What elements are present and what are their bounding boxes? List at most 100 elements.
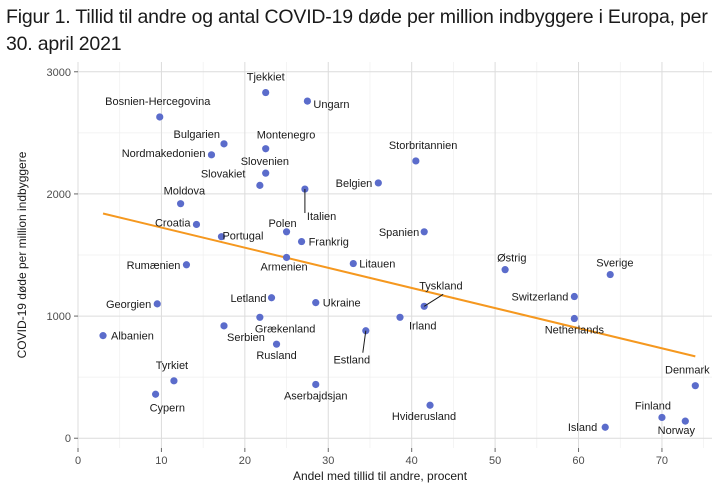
point-label-island: Island <box>568 422 597 434</box>
point-label-ukraine: Ukraine <box>323 298 361 310</box>
point-netherlands <box>570 314 578 323</box>
point-aserbajdsjan <box>312 380 320 389</box>
point-label-serbien: Serbien <box>227 332 265 344</box>
point-label-bulgarien: Bulgarien <box>174 129 220 141</box>
y-tick-label: 1000 <box>47 311 71 323</box>
point-label-sverige: Sverige <box>596 258 633 270</box>
point-bulgarien <box>220 140 228 148</box>
point-label-tjekkiet: Tjekkiet <box>247 72 285 84</box>
point-label-armenien: Armenien <box>261 261 308 273</box>
point-label-polen: Polen <box>268 218 296 230</box>
x-tick-label: 60 <box>572 455 584 467</box>
y-axis-title: COVID-19 døde per million indbyggere <box>15 151 29 358</box>
point-label-cypern: Cypern <box>150 402 185 414</box>
point-label-montenegro: Montenegro <box>257 130 316 142</box>
y-tick-label: 0 <box>65 433 71 445</box>
point-label-belgien: Belgien <box>336 178 373 190</box>
point-georgien <box>153 300 161 308</box>
point-nordmakedonien <box>207 151 216 159</box>
point-label-spanien: Spanien <box>379 227 419 239</box>
point-denmark <box>691 382 699 390</box>
point-label-albanien: Albanien <box>111 331 154 343</box>
point-belgien <box>374 179 382 187</box>
point-label-denmark: Denmark <box>665 365 710 377</box>
point-litauen <box>349 259 357 268</box>
x-tick-label: 50 <box>489 455 501 467</box>
x-tick-label: 40 <box>406 455 418 467</box>
point-armenien <box>282 253 291 262</box>
point-sverige <box>606 270 614 279</box>
point-ukraine <box>312 299 320 307</box>
trend-line-group <box>102 212 696 358</box>
point-serbien <box>220 322 228 330</box>
point-croatia <box>192 220 201 229</box>
point-letland <box>267 294 276 302</box>
point-label-rum-nien: Rumænien <box>127 260 181 272</box>
chart-title: Figur 1. Tillid til andre og antal COVID… <box>6 6 708 55</box>
point-moldova <box>177 200 185 208</box>
point-spanien <box>420 228 428 236</box>
point-label-gr-kenland: Grækenland <box>255 323 316 335</box>
point-label-slovakiet: Slovakiet <box>201 168 246 180</box>
point-label-letland: Letland <box>230 293 266 305</box>
point-montenegro <box>262 145 270 153</box>
x-tick-label: 10 <box>155 455 167 467</box>
point-italien <box>301 185 309 193</box>
point-label-tyskland: Tyskland <box>419 280 462 292</box>
point-gr-kenland <box>256 313 264 321</box>
point-cypern <box>151 390 160 398</box>
point-label-irland: Irland <box>409 320 437 332</box>
point-norway <box>681 417 689 425</box>
point-hviderusland <box>426 401 434 409</box>
point-label-aserbajdsjan: Aserbajdsjan <box>284 390 348 402</box>
grid-lines <box>77 62 712 448</box>
point-label-italien: Italien <box>307 211 336 223</box>
point-ungarn <box>303 97 312 105</box>
leader-line-estland <box>362 330 367 353</box>
point-label-storbritannien: Storbritannien <box>389 140 458 152</box>
point-label--strig: Østrig <box>497 253 526 265</box>
point-finland <box>658 413 666 422</box>
point-rusland <box>272 340 281 348</box>
point-label-tyrkiet: Tyrkiet <box>156 360 188 372</box>
point-slovenien <box>262 169 270 177</box>
point--strig <box>501 266 509 274</box>
x-tick-label: 0 <box>75 455 81 467</box>
leader-line-tyskland <box>423 293 444 307</box>
point-label-hviderusland: Hviderusland <box>392 411 456 423</box>
point-label-portugal: Portugal <box>222 231 263 243</box>
point-tjekkiet <box>262 88 270 97</box>
point-polen <box>282 228 291 236</box>
point-label-finland: Finland <box>635 400 671 412</box>
point-label-ungarn: Ungarn <box>313 99 349 111</box>
point-label-croatia: Croatia <box>155 217 191 229</box>
point-label-slovenien: Slovenien <box>241 156 289 168</box>
point-rum-nien <box>182 261 191 269</box>
y-tick-label: 3000 <box>47 67 71 79</box>
point-tyrkiet <box>170 377 178 385</box>
point-label-nordmakedonien: Nordmakedonien <box>122 148 206 160</box>
x-axis-title: Andel med tillid til andre, procent <box>293 469 468 483</box>
x-tick-label: 30 <box>322 455 334 467</box>
point-labels: Tjekkiet Ungarn Bosnien-Hercegovina Bulgari… <box>105 72 710 438</box>
point-label-rusland: Rusland <box>256 350 296 362</box>
point-albanien <box>99 332 107 340</box>
point-storbritannien <box>412 157 420 165</box>
point-label-georgien: Georgien <box>106 299 151 311</box>
point-island <box>601 423 609 431</box>
point-label-bosnien-hercegovina: Bosnien-Hercegovina <box>105 96 211 108</box>
point-bosnien-hercegovina <box>156 113 164 121</box>
point-label-netherlands: Netherlands <box>545 325 605 337</box>
point-frankrig <box>297 237 306 246</box>
point-label-frankrig: Frankrig <box>309 237 349 249</box>
point-label-switzerland: Switzerland <box>511 292 568 304</box>
point-label-litauen: Litauen <box>359 259 395 271</box>
x-tick-label: 20 <box>239 455 251 467</box>
point-switzerland <box>570 292 578 301</box>
point-irland <box>396 313 404 321</box>
point-label-norway: Norway <box>658 425 696 437</box>
point-label-estland: Estland <box>333 355 370 367</box>
point-label-moldova: Moldova <box>164 186 206 198</box>
point-slovakiet <box>256 181 264 189</box>
